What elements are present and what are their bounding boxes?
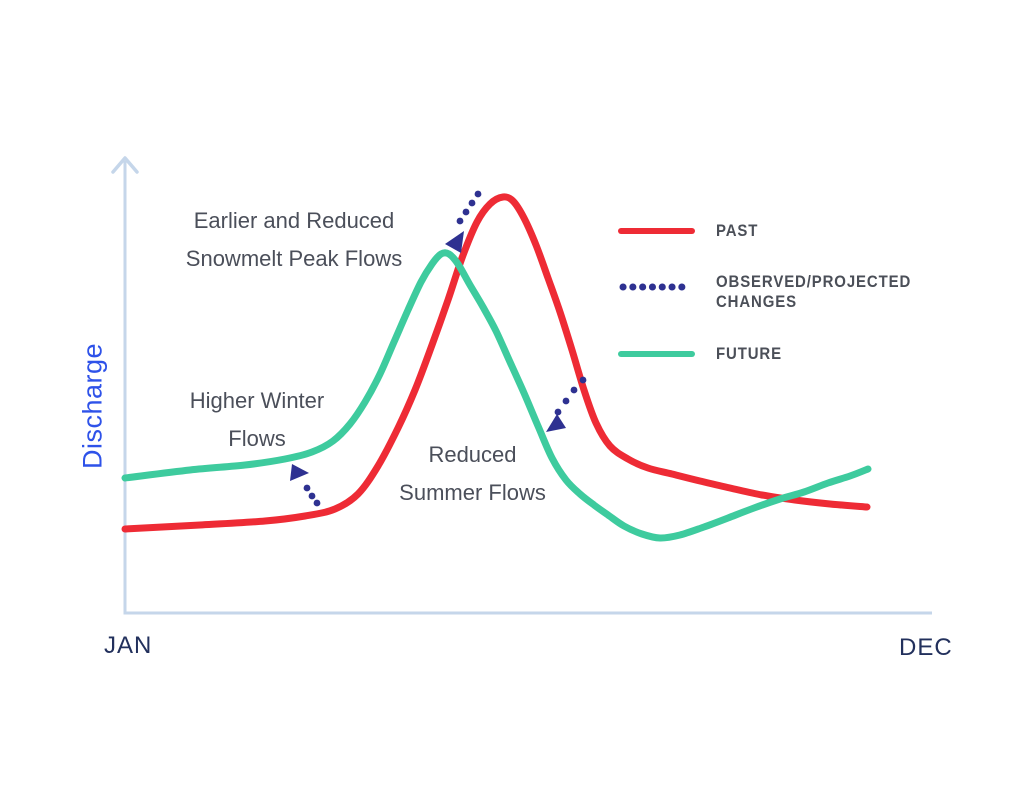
legend-label-changes: OBSERVED/PROJECTED CHANGES [716,272,911,312]
annotation-line: Higher Winter [189,388,325,413]
change-arrow-dot [303,484,311,492]
legend-item-future: FUTURE [618,344,791,364]
annotation-line: Snowmelt Peak Flows [185,246,403,271]
change-arrow-dot [462,208,470,216]
annotation-line: Summer Flows [399,480,546,505]
change-arrow-head-icon [290,464,309,481]
annotation-line: Reduced [428,442,517,467]
legend-item-changes: OBSERVED/PROJECTED CHANGES [618,272,938,312]
change-arrow-dot [474,190,482,198]
x-axis-label-dec: DEC [899,634,953,661]
annotation-line: Earlier and Reduced [193,208,395,233]
change-arrow-head-icon [445,231,464,253]
future-line-swatch [618,351,695,357]
change-arrow-head-icon [546,414,566,432]
change-arrow-dot [468,199,476,207]
change-arrow-dot [308,492,316,500]
legend-label-line: OBSERVED/PROJECTED [716,272,912,291]
annotation-line: Flows [228,426,286,451]
annotation-snowmelt: Earlier and Reduced Snowmelt Peak Flows [178,202,410,278]
change-arrow-dot [313,499,321,507]
change-arrow-dot [579,376,587,384]
change-arrow-dot [554,408,562,416]
change-arrows [290,190,587,507]
future-curve [121,249,872,542]
legend-label-past: PAST [716,221,759,240]
y-axis-label: Discharge [77,342,108,470]
annotation-winter: Higher Winter Flows [182,382,332,458]
annotation-summer: Reduced Summer Flows [395,436,550,512]
change-arrow-dot [562,397,570,405]
y-axis-arrow-icon [111,156,139,174]
axes [111,156,932,615]
dotted-line-swatch [618,279,695,297]
change-arrow-dot [456,217,464,225]
legend-label-future: FUTURE [716,344,782,363]
legend-item-past: PAST [618,221,764,241]
axis-lines [123,161,932,615]
past-line-swatch [618,228,695,234]
legend-label-line: CHANGES [716,292,797,311]
change-arrow-dot [570,386,578,394]
x-axis-label-jan: JAN [104,632,153,659]
past-curve [121,193,871,533]
